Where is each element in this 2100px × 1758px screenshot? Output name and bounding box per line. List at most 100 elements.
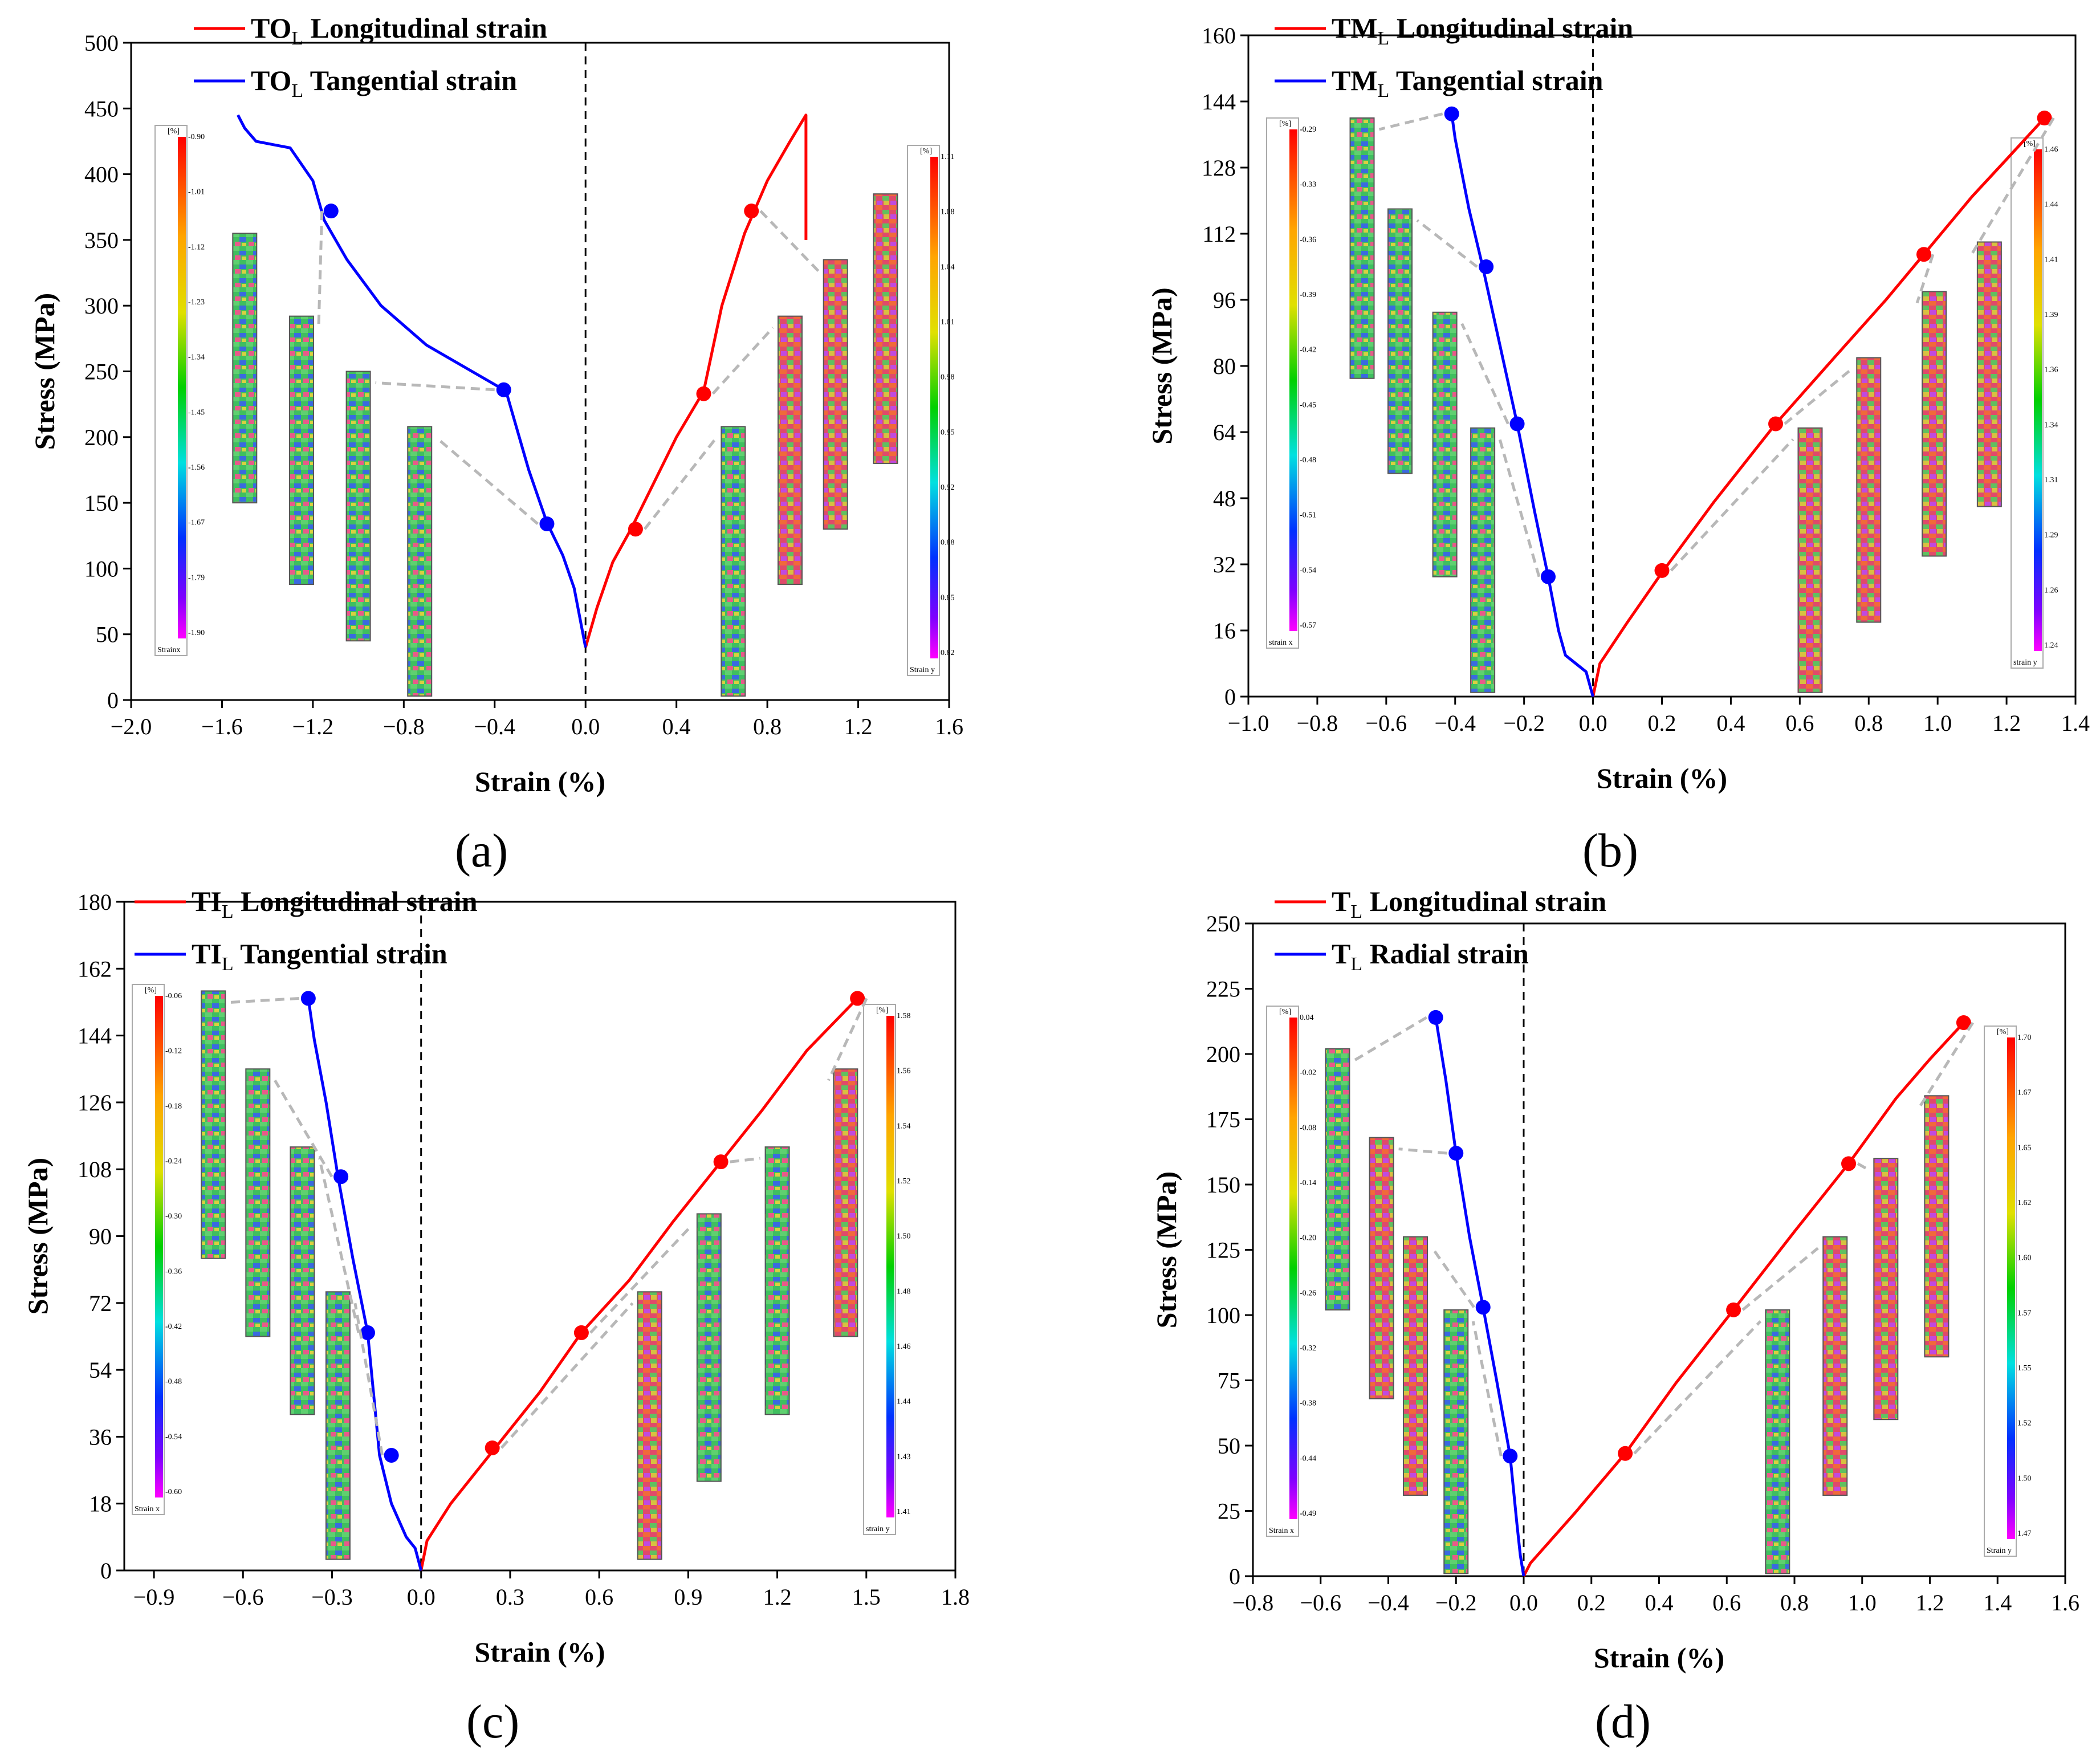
x-axis-title: Strain (%): [1597, 762, 1727, 794]
colorbar-caption: strain y: [866, 1525, 890, 1533]
longitudinal-marker: [1654, 563, 1670, 578]
colorbar-tick-label: 1.39: [2044, 311, 2058, 319]
dic-strain-field-image: [1797, 427, 1823, 693]
x-tick-label: 1.8: [941, 1584, 970, 1610]
colorbar-tick-label: -1.56: [188, 463, 205, 472]
y-tick-label: 400: [84, 162, 119, 188]
callout-arrow: [827, 998, 868, 1081]
colorbar-tick-label: 1.52: [2017, 1419, 2032, 1428]
transverse-marker: [384, 1447, 399, 1463]
colorbar-tick-label: -0.12: [165, 1047, 182, 1056]
transverse-marker: [1479, 259, 1494, 274]
x-tick-label: 0.6: [1785, 710, 1814, 736]
dic-strain-field-image: [290, 1146, 315, 1415]
y-tick-label: 300: [84, 293, 119, 319]
y-axis-title: Stress (MPa): [29, 293, 60, 450]
callout-arrow: [1857, 1162, 1870, 1171]
colorbar-tick-label: -1.90: [188, 629, 205, 637]
colorbar-tick-label: 0.04: [1300, 1014, 1314, 1022]
colorbar-tick-label: -0.60: [165, 1488, 182, 1496]
x-tick-label: 1.2: [763, 1584, 792, 1610]
panel-label-b: (b): [1582, 824, 1638, 877]
colorbar-tick-label: 1.29: [2044, 531, 2058, 540]
transverse-marker: [1448, 1146, 1464, 1161]
dic-strain-field-image: [288, 315, 314, 585]
x-axis-title: Strain (%): [1594, 1642, 1724, 1674]
colorbar-tick-label: -1.23: [188, 298, 205, 307]
colorbar-tick-label: 1.46: [2044, 145, 2058, 154]
colorbar-tick-label: 1.44: [897, 1398, 911, 1406]
longitudinal-marker: [696, 386, 711, 401]
y-tick-label: 162: [78, 956, 112, 982]
longitudinal-marker: [1956, 1015, 1971, 1031]
x-tick-label: 0.2: [1577, 1590, 1606, 1615]
y-tick-label: 48: [1213, 486, 1236, 511]
transverse-marker: [360, 1325, 375, 1340]
x-tick-label: 0.0: [571, 714, 600, 739]
colorbar-gradient: [2034, 149, 2042, 651]
dic-strain-field-image: [1387, 208, 1413, 474]
colorbar-tick-label: 1.31: [2044, 476, 2058, 485]
callout-arrow: [317, 211, 324, 328]
colorbar-gradient: [930, 157, 938, 658]
callout-arrow: [436, 437, 539, 525]
callout-arrow: [1498, 439, 1541, 577]
callout-arrow: [375, 381, 495, 392]
transverse-marker: [333, 1169, 349, 1185]
colorbar-tick-label: -0.38: [1300, 1399, 1316, 1408]
dic-strain-field-image: [201, 990, 226, 1259]
colorbar-tick-label: -0.49: [1300, 1509, 1316, 1518]
transverse-strain-curve: [1450, 113, 1594, 697]
colorbar-tick-label: -0.48: [1300, 456, 1316, 465]
colorbar-tick-label: 0.82: [941, 649, 955, 657]
colorbar-caption: strain y: [2013, 658, 2037, 667]
colorbar-tick-label: 1.56: [897, 1067, 911, 1076]
dic-strain-field-image: [1856, 357, 1882, 623]
x-tick-label: −0.6: [222, 1584, 264, 1610]
transverse-marker: [1540, 569, 1556, 584]
y-tick-label: 200: [1206, 1041, 1240, 1067]
y-tick-label: 25: [1218, 1499, 1240, 1524]
callout-arrow: [1378, 112, 1443, 131]
y-tick-label: 96: [1213, 287, 1236, 313]
x-tick-label: 0.8: [1854, 710, 1883, 736]
legend-label: TOL Longitudinal strain: [251, 12, 547, 49]
x-tick-label: 1.0: [1923, 710, 1952, 736]
colorbar-tick-label: 1.50: [897, 1232, 911, 1241]
callout-arrow: [353, 1303, 384, 1456]
colorbar-tick-label: -0.57: [1300, 621, 1316, 630]
longitudinal-marker: [744, 204, 759, 219]
dic-strain-field-image: [721, 426, 746, 697]
callout-arrow: [274, 1079, 333, 1178]
colorbar-caption: Strain x: [135, 1505, 160, 1513]
colorbar-gradient: [178, 137, 186, 638]
y-tick-label: 90: [89, 1224, 112, 1250]
dic-strain-field-image: [232, 233, 258, 504]
callout-arrow: [1398, 1147, 1447, 1155]
colorbar-tick-label: 1.54: [897, 1122, 911, 1130]
colorbar-tick-label: 1.43: [897, 1452, 911, 1461]
dic-strain-field-image: [1765, 1309, 1790, 1574]
colorbar-tick-label: -0.30: [165, 1212, 182, 1221]
colorbar-caption: Strain y: [910, 666, 935, 674]
x-tick-label: −0.4: [1434, 710, 1476, 736]
longitudinal-marker: [850, 991, 865, 1006]
colorbar-tick-label: -1.01: [188, 188, 205, 197]
colorbar-tick-label: 1.08: [941, 208, 955, 217]
legend-label: TOL Tangential strain: [251, 64, 517, 101]
callout-arrow: [730, 1157, 760, 1163]
colorbar-tick-label: -0.45: [1300, 401, 1316, 409]
colorbar-tick-label: -0.18: [165, 1102, 182, 1110]
transverse-marker: [539, 516, 555, 531]
colorbar-tick-label: -0.42: [165, 1322, 182, 1331]
colorbar-gradient: [886, 1016, 894, 1517]
x-tick-label: 0.0: [407, 1584, 436, 1610]
chart-panel-a: [%] -0.90 -1.01 -1.12 -1.23 -1.34 -1.45 -1.56 -1…: [29, 12, 963, 797]
x-tick-label: −0.4: [474, 714, 515, 739]
y-tick-label: 50: [96, 622, 119, 648]
dic-strain-field-image: [1822, 1236, 1848, 1496]
colorbar-tick-label: -0.32: [1300, 1344, 1316, 1353]
x-tick-label: −1.6: [201, 714, 243, 739]
transverse-marker: [323, 204, 339, 219]
colorbar-tick-label: -0.48: [165, 1378, 182, 1386]
